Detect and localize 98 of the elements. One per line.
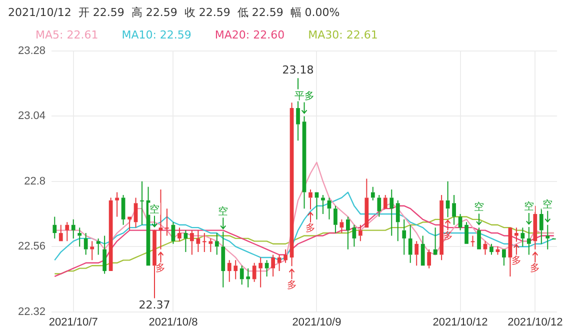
candlestick (302, 116, 306, 210)
candlestick (277, 254, 282, 272)
candlestick (414, 240, 419, 266)
annotation: 多 (156, 262, 166, 274)
x-tick-label: 2021/10/8 (148, 316, 198, 328)
candlestick (308, 189, 312, 210)
annotation: 多 (306, 222, 316, 234)
text: 2021/10/12 开 22.59 高 22.59 收 22.59 低 22.59 幅 0.00% (8, 5, 340, 20)
candlestick (102, 235, 107, 274)
x-tick-label: 2021/10/7 (48, 316, 98, 328)
annotation: 空 (218, 205, 228, 218)
candlestick (520, 227, 525, 248)
candlestick (490, 243, 494, 256)
candlestick (264, 260, 269, 277)
candlestick (420, 235, 425, 266)
candlestick (252, 262, 256, 282)
candlestick (352, 224, 356, 248)
candlestick (84, 232, 88, 256)
candlestick (390, 189, 394, 236)
candlestick (214, 232, 219, 256)
text: 22.37 (138, 298, 170, 312)
candlestick (121, 194, 126, 226)
y-tick-label: 22.56 (18, 240, 46, 253)
text: 23.18 (282, 64, 314, 77)
candlestick (396, 200, 400, 242)
annotation: 多 (286, 278, 297, 291)
candlestick (258, 256, 263, 288)
x-tick-label: 2021/10/9 (292, 316, 342, 328)
y-tick-label: 22.32 (18, 306, 46, 318)
text: MA30: 22.61 (308, 28, 378, 42)
candlestick (246, 268, 250, 288)
candlestick (178, 227, 182, 242)
candlestick (427, 248, 432, 269)
y-tick-label: 23.04 (18, 110, 46, 122)
candlestick (433, 227, 438, 255)
candlestick (58, 224, 63, 242)
candlestick (196, 230, 200, 253)
candlestick (546, 224, 550, 250)
text: MA5: 22.61 (36, 28, 98, 42)
candlestick (190, 230, 194, 256)
candlestick (290, 102, 294, 267)
candlestick (464, 222, 468, 244)
candlestick (452, 194, 456, 226)
annotation: 空 (149, 203, 160, 216)
annotation: 空 (474, 201, 484, 214)
candlestick (108, 197, 113, 272)
candlestick (514, 227, 518, 242)
y-tick-label: 23.28 (18, 45, 46, 58)
candlestick (208, 238, 213, 253)
candlestick (334, 205, 338, 234)
text: MA20: 22.60 (214, 28, 285, 42)
candlestick (271, 254, 275, 277)
annotation: 多 (530, 262, 540, 274)
candlestick (533, 205, 538, 250)
candlestick (158, 189, 163, 250)
candlestick (526, 226, 531, 256)
candlestick (470, 235, 475, 248)
x-tick-label: 2021/10/12 (432, 316, 488, 328)
candlestick (115, 192, 119, 218)
candlestick (134, 197, 138, 228)
candlestick (78, 227, 82, 248)
candlestick (71, 218, 76, 239)
candlestick (234, 260, 238, 280)
candlestick (140, 180, 144, 226)
candlestick (346, 216, 350, 250)
candlestick (340, 218, 344, 234)
candlestick (370, 186, 375, 201)
annotation: 多 (511, 254, 522, 266)
candlestick (165, 208, 169, 236)
candlestick (90, 240, 94, 261)
candlestick (284, 248, 288, 264)
text: MA10: 22.59 (122, 28, 192, 42)
candlestick (128, 216, 132, 231)
candlestick (364, 178, 369, 228)
candlestick (477, 227, 481, 250)
candlestick (383, 194, 388, 209)
candlestick (221, 231, 226, 288)
annotation: 多 (442, 230, 453, 242)
candlestick (202, 232, 206, 253)
candlestick (240, 265, 244, 286)
candlestick (408, 224, 412, 264)
annotation: 平多 (294, 90, 314, 102)
candlestick (52, 216, 57, 239)
candlestick (483, 240, 488, 256)
candlestick (184, 230, 188, 253)
candlestick (358, 224, 362, 242)
candlestick (402, 218, 406, 256)
annotation: 空 (524, 200, 534, 213)
candlestick (96, 238, 100, 256)
y-tick-label: 22.8 (24, 175, 46, 188)
annotation: 空 (542, 198, 553, 210)
candlestick (65, 222, 70, 242)
candlestick (321, 194, 325, 214)
candlestick (502, 249, 506, 266)
candlestick (377, 194, 382, 218)
x-tick-label: 2021/10/12 (508, 316, 563, 328)
candlestick (458, 214, 462, 231)
candlestick (227, 260, 232, 282)
